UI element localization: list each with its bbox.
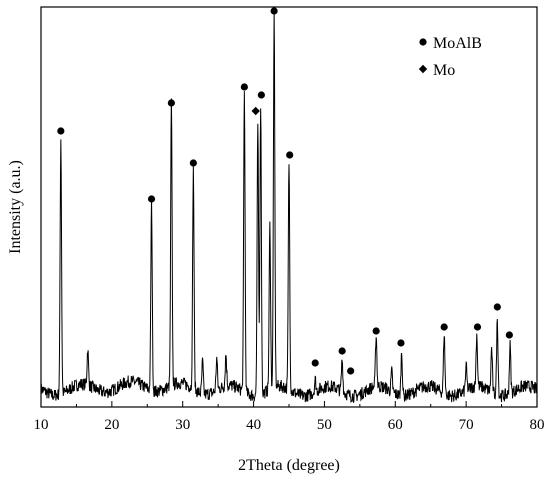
moalb-peak-marker [440,323,448,331]
moalb-peak-marker [372,327,380,335]
x-tick-label: 20 [104,417,119,433]
legend-moalb-label: MoAlB [433,35,482,52]
moalb-peak-marker [493,303,501,311]
moalb-peak-marker [347,367,355,375]
x-axis-ticks: 10 20 30 40 50 60 70 80 [34,401,545,433]
legend-mo-label: Mo [433,62,455,79]
moalb-peak-marker [57,127,65,135]
moalb-peak-marker [147,195,156,203]
moalb-peak-marker [505,331,513,339]
moalb-peak-marker [473,323,482,331]
moalb-peak-marker [270,7,278,15]
moalb-peak-marker [338,347,346,355]
x-tick-label: 70 [459,417,474,433]
moalb-peak-marker [257,91,265,99]
moalb-peak-marker [189,159,197,167]
legend-mo-marker [418,64,428,74]
x-axis-title: 2Theta (degree) [238,457,340,474]
x-tick-label: 80 [530,417,545,433]
mo-peak-marker [251,106,260,116]
x-tick-label: 60 [388,417,403,433]
peak-markers [57,7,513,375]
moalb-peak-marker [240,83,248,91]
x-tick-label: 10 [34,417,49,433]
x-tick-label: 50 [317,417,332,433]
xrd-pattern-line [40,9,538,404]
legend: MoAlB Mo [418,35,482,79]
moalb-peak-marker [397,339,405,347]
moalb-peak-marker [286,151,294,159]
legend-moalb-marker [419,38,427,46]
moalb-peak-marker [167,99,175,107]
x-tick-label: 30 [175,417,190,433]
plot-area [40,7,538,404]
moalb-peak-marker [311,359,319,367]
y-axis-title: Intensity (a.u.) [7,160,24,254]
x-tick-label: 40 [246,417,261,433]
